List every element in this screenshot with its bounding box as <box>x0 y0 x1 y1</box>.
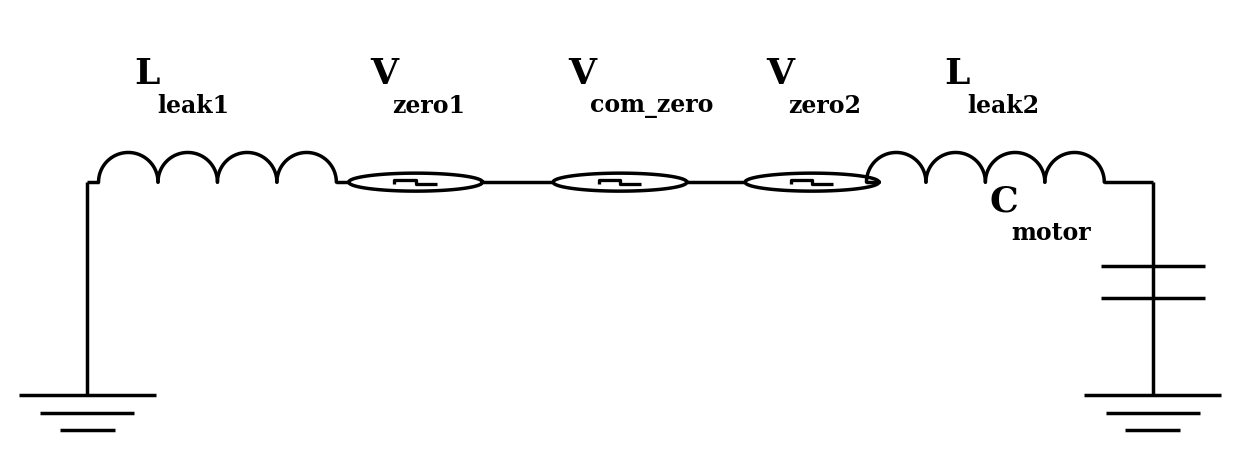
Text: L: L <box>945 57 970 91</box>
Text: V: V <box>766 57 794 91</box>
Text: C: C <box>990 184 1018 218</box>
Text: zero1: zero1 <box>392 94 465 118</box>
Text: com_zero: com_zero <box>590 94 714 118</box>
Text: V: V <box>568 57 596 91</box>
Text: motor: motor <box>1012 221 1091 245</box>
Text: L: L <box>134 57 160 91</box>
Text: zero2: zero2 <box>789 94 862 118</box>
Text: leak1: leak1 <box>156 94 229 118</box>
Text: leak2: leak2 <box>967 94 1039 118</box>
Text: V: V <box>370 57 398 91</box>
